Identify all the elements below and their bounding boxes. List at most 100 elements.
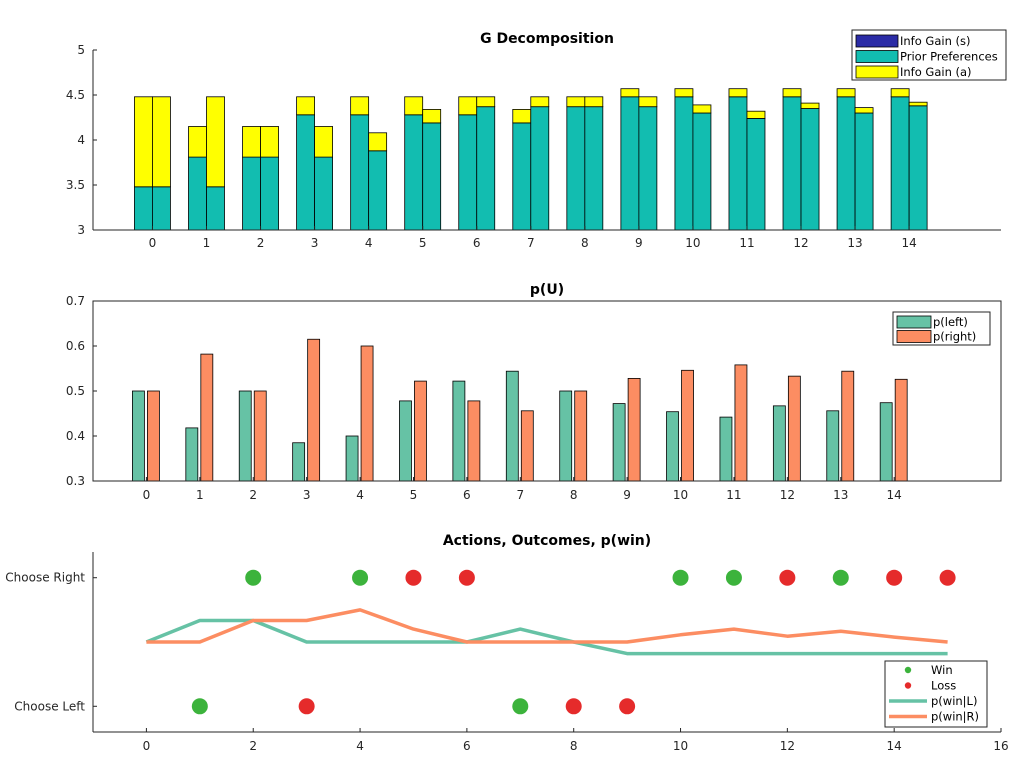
bar-p-left-8 (559, 390, 573, 482)
loss-marker (779, 569, 796, 586)
y-tick-label: 0.6 (66, 339, 85, 353)
bar-info-gain-a-12-right (800, 102, 820, 109)
x-tick-label: 8 (581, 236, 589, 250)
bar-prior-preferences-7-left (512, 122, 532, 231)
x-tick-label: 0 (143, 739, 151, 753)
plot-frame (92, 300, 1002, 482)
bar-info-gain-a-4-right (368, 132, 388, 152)
bar-prior-preferences-14-right (908, 105, 928, 231)
bar-info-gain-a-3-right (314, 126, 333, 158)
bar-info-gain-a-0-left (134, 96, 153, 188)
x-tick-label: 1 (196, 488, 204, 502)
bar-prior-preferences-9-left (620, 96, 640, 231)
x-tick-label: 10 (685, 236, 700, 250)
x-tick-label: 4 (356, 739, 364, 753)
x-tick-label: 0 (149, 236, 157, 250)
bar-info-gain-a-7-right (530, 96, 550, 108)
bar-prior-preferences-11-left (728, 96, 748, 231)
bar-prior-preferences-2-right (260, 156, 279, 231)
bar-prior-preferences-0-left (134, 186, 153, 231)
bar-p-left-14 (879, 402, 893, 482)
bar-info-gain-a-13-left (836, 88, 856, 98)
bar-info-gain-a-2-left (242, 126, 261, 158)
x-tick-label: 6 (463, 488, 471, 502)
g-decomposition-title: G Decomposition (480, 31, 614, 47)
bar-prior-preferences-8-left (566, 106, 586, 231)
legend-marker (904, 682, 912, 689)
bar-p-right-11 (734, 364, 748, 482)
x-tick-label: 2 (249, 739, 257, 753)
bar-prior-preferences-14-left (890, 96, 910, 231)
y-tick-label: 0.3 (66, 474, 85, 488)
x-tick-label: 9 (635, 236, 643, 250)
x-tick-label: 7 (516, 488, 524, 502)
y-tick-label: 3.5 (66, 178, 85, 192)
bar-info-gain-a-12-left (782, 88, 802, 98)
legend-swatch (855, 65, 899, 79)
bar-info-gain-a-11-right (746, 110, 766, 119)
legend-label: p(right) (933, 330, 976, 344)
bar-prior-preferences-4-right (368, 150, 388, 231)
x-tick-label: 14 (887, 739, 902, 753)
win-marker (672, 569, 689, 586)
bar-p-right-13 (841, 370, 855, 482)
bar-info-gain-a-5-right (422, 109, 442, 124)
bar-prior-preferences-3-left (296, 114, 315, 231)
bar-prior-preferences-4-left (350, 114, 370, 231)
bar-prior-preferences-1-left (188, 156, 207, 231)
bar-p-right-4 (360, 345, 374, 482)
bar-prior-preferences-10-left (674, 96, 694, 231)
x-tick-label: 5 (419, 236, 427, 250)
legend-label: Loss (931, 679, 956, 693)
x-tick-label: 10 (673, 488, 688, 502)
x-tick-label: 12 (780, 739, 795, 753)
x-tick-label: 0 (143, 488, 151, 502)
bar-p-right-3 (307, 338, 321, 482)
bar-info-gain-a-3-left (296, 96, 315, 116)
x-tick-label: 6 (463, 739, 471, 753)
x-tick-label: 13 (833, 488, 848, 502)
bar-prior-preferences-5-right (422, 122, 442, 231)
bar-info-gain-a-5-left (404, 96, 424, 116)
bar-prior-preferences-13-left (836, 96, 856, 231)
bar-p-right-14 (894, 378, 908, 482)
legend-label: Info Gain (a) (900, 65, 972, 79)
win-marker (352, 569, 369, 586)
bar-p-right-9 (627, 377, 641, 482)
legend-label: p(left) (933, 315, 968, 329)
bar-info-gain-a-14-right (908, 101, 928, 107)
bar-p-left-1 (185, 427, 199, 482)
loss-marker (939, 569, 956, 586)
legend-swatch (896, 330, 932, 343)
y-tick-label: 4.5 (66, 88, 85, 102)
bar-info-gain-a-8-left (566, 96, 586, 108)
bar-info-gain-a-0-right (152, 96, 171, 188)
bar-info-gain-a-7-left (512, 109, 532, 124)
bar-prior-preferences-10-right (692, 112, 712, 231)
y-tick-label: 0.5 (66, 384, 85, 398)
y-tick-label: 0.7 (66, 294, 85, 308)
bar-p-left-3 (292, 442, 306, 482)
g-decomposition-panel: G Decomposition 0 1 2 3 4 5 6 7 8 9 10 11 12 13 1433.5… (66, 29, 1007, 250)
win-marker (191, 698, 208, 715)
x-tick-label: 14 (901, 236, 916, 250)
x-tick-label: 14 (887, 488, 902, 502)
bar-prior-preferences-8-right (584, 106, 604, 231)
bar-p-left-13 (826, 410, 840, 482)
x-tick-label: 3 (311, 236, 319, 250)
bar-p-left-10 (666, 411, 679, 482)
bar-prior-preferences-7-right (530, 106, 550, 231)
bar-info-gain-a-11-left (728, 88, 748, 98)
bar-p-left-6 (452, 380, 466, 482)
bar-p-right-5 (414, 380, 427, 482)
x-tick-label: 3 (303, 488, 311, 502)
bar-prior-preferences-2-left (242, 156, 261, 231)
x-tick-label: 2 (249, 488, 257, 502)
bar-p-left-12 (772, 405, 786, 482)
bar-info-gain-a-6-right (476, 96, 496, 108)
bar-info-gain-a-6-left (458, 96, 478, 116)
bar-prior-preferences-6-right (476, 106, 496, 231)
